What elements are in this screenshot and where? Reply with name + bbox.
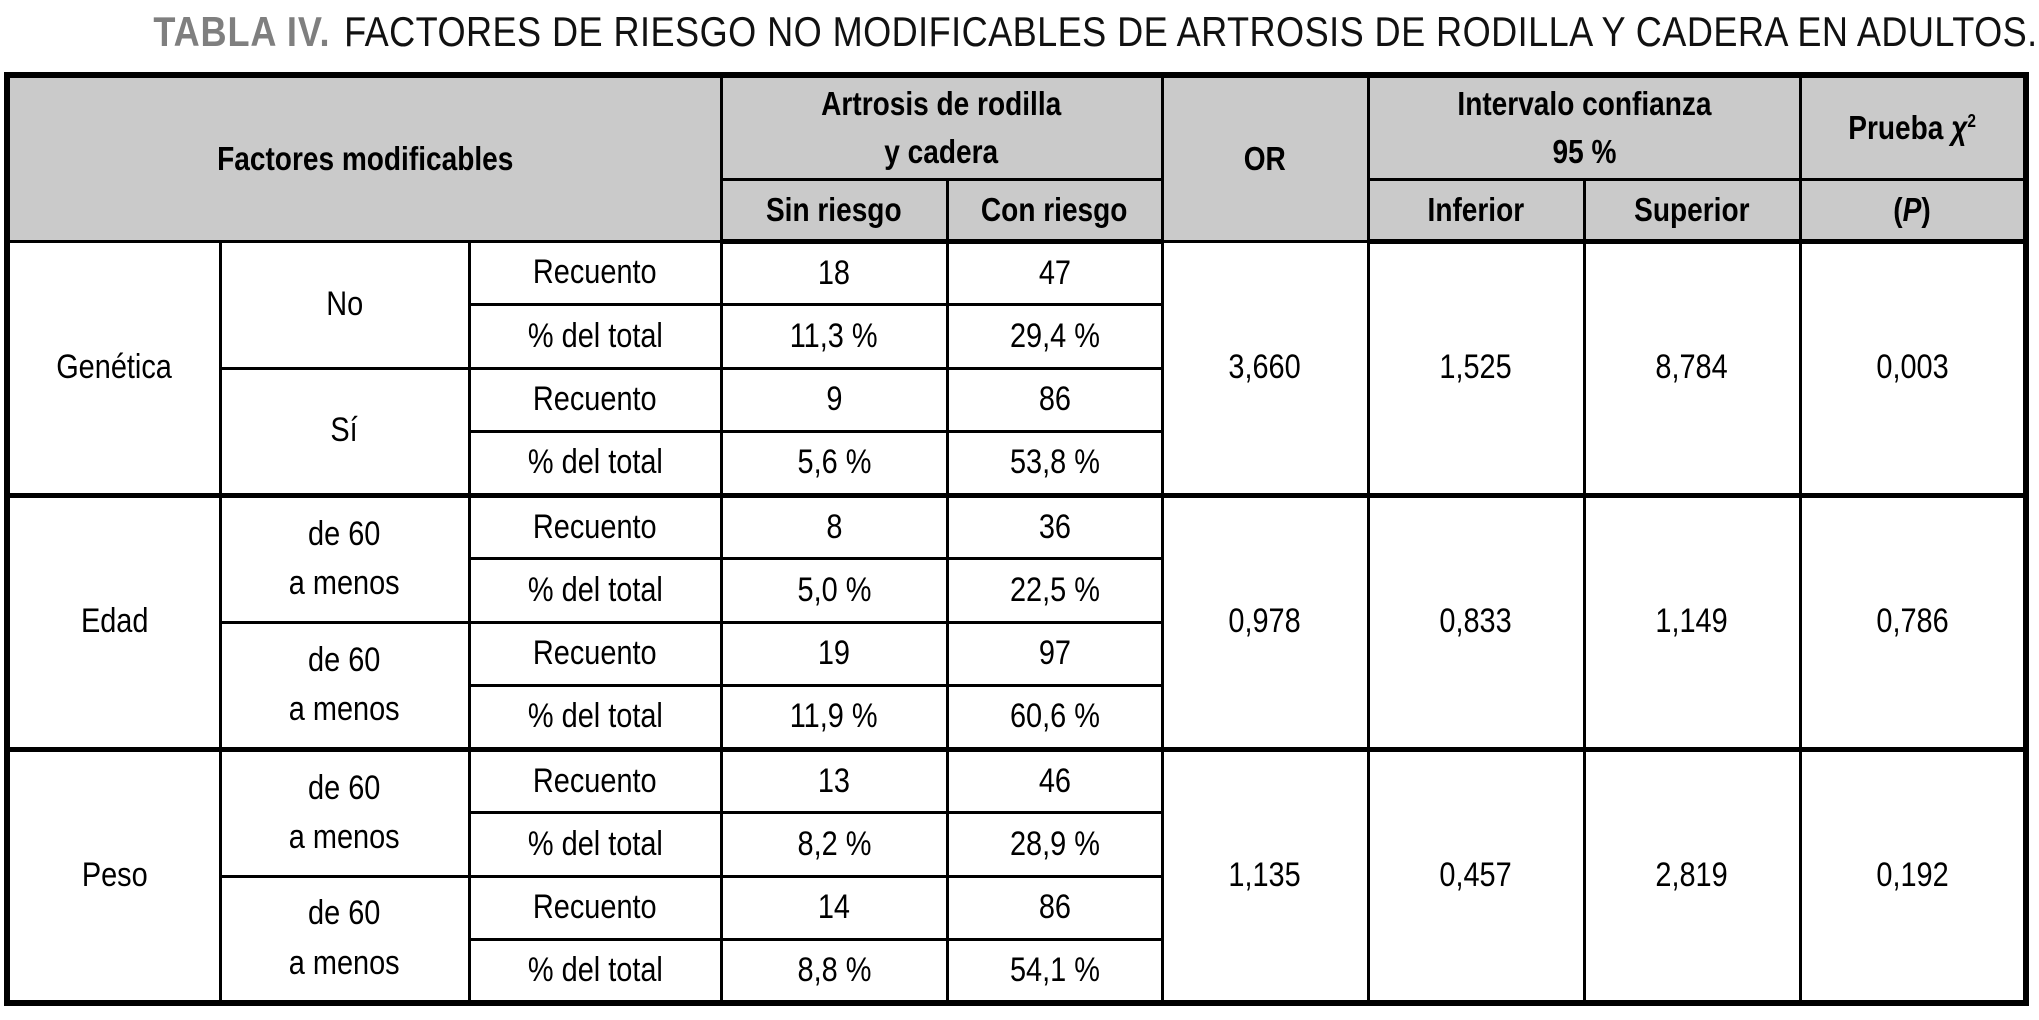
risk-factors-table: Factores modificables Artrosis de rodill… — [4, 72, 2030, 1006]
value-cell: 14 — [719, 874, 949, 941]
prueba-text: Prueba — [1848, 108, 1944, 146]
table-row: % del total 11,9 % 60,6 % — [7, 684, 2026, 751]
header-row-1: Factores modificables Artrosis de rodill… — [5, 73, 2028, 243]
value-cell: 18 — [719, 239, 949, 306]
stat-label-cell: Recuento — [467, 366, 723, 433]
value-cell: 8,2 % — [719, 811, 949, 878]
or-cell: 3,660 — [1160, 239, 1370, 497]
level-cell: Sí — [218, 366, 471, 497]
ci-lower-cell: 0,833 — [1366, 492, 1586, 751]
p-value-cell: 0,003 — [1798, 239, 2028, 497]
header-row-2: Sin riesgo Con riesgo Inferior Superior … — [7, 177, 2028, 244]
chi-exponent: 2 — [1967, 110, 1977, 131]
or-cell: 1,135 — [1160, 746, 1370, 1005]
subheader-inferior: Inferior — [1366, 177, 1586, 244]
header-factores: Factores modificables — [5, 73, 723, 243]
value-cell: 5,0 % — [719, 557, 949, 624]
ci-upper-cell: 2,819 — [1582, 746, 1802, 1005]
subheader-superior: Superior — [1582, 177, 1802, 244]
table-body: Genética No Recuento 18 47 3,660 1,525 8… — [5, 239, 2028, 1005]
stat-label-cell: Recuento — [467, 874, 723, 941]
value-cell: 29,4 % — [945, 303, 1164, 370]
level-cell: de 60 a menos — [218, 746, 471, 878]
value-cell: 36 — [945, 492, 1164, 560]
value-cell: 19 — [719, 620, 949, 687]
table-row: Genética No Recuento 18 47 3,660 1,525 8… — [5, 239, 2028, 497]
p-value-cell: 0,192 — [1798, 746, 2028, 1005]
table-row: de 60 a menos Recuento 14 86 — [7, 874, 2026, 1005]
factor-cell-peso: Peso — [5, 746, 222, 1005]
value-cell: 28,9 % — [945, 811, 1164, 878]
table-row: % del total 8,2 % 28,9 % — [7, 811, 2026, 878]
value-cell: 11,3 % — [719, 303, 949, 370]
header-artrosis: Artrosis de rodilla y cadera — [719, 73, 1164, 181]
table-header: Factores modificables Artrosis de rodill… — [5, 73, 2028, 244]
value-cell: 22,5 % — [945, 557, 1164, 624]
stat-label-cell: Recuento — [467, 746, 723, 814]
level-cell: de 60 a menos — [218, 620, 471, 751]
value-cell: 97 — [945, 620, 1164, 687]
stat-label-cell: % del total — [467, 557, 723, 624]
level-cell: No — [218, 239, 471, 370]
header-or: OR — [1160, 73, 1370, 243]
p-letter: P — [1902, 190, 1922, 228]
stat-label-cell: % del total — [467, 938, 723, 1005]
value-cell: 86 — [945, 874, 1164, 941]
stat-label-cell: Recuento — [467, 492, 723, 560]
ci-upper-cell: 1,149 — [1582, 492, 1802, 751]
header-prueba-chi: Prueba χ2 — [1798, 73, 2028, 181]
table-row: Sí Recuento 9 86 — [7, 366, 2026, 497]
table-row: % del total 5,6 % 53,8 % — [7, 430, 2026, 497]
value-cell: 5,6 % — [719, 430, 949, 497]
header-intervalo-confianza: Intervalo confianza 95 % — [1366, 73, 1802, 181]
stat-label-cell: % del total — [467, 811, 723, 878]
value-cell: 8 — [719, 492, 949, 560]
stat-label-cell: % del total — [467, 303, 723, 370]
table-row: % del total 8,8 % 54,1 % — [7, 938, 2026, 1005]
stat-label-cell: % del total — [467, 684, 723, 751]
value-cell: 54,1 % — [945, 938, 1164, 1005]
ci-upper-cell: 8,784 — [1582, 239, 1802, 497]
stat-label-cell: Recuento — [467, 239, 723, 306]
table-title-text: FACTORES DE RIESGO NO MODIFICABLES DE AR… — [344, 8, 2038, 55]
level-cell: de 60 a menos — [218, 874, 471, 1005]
stat-label-cell: % del total — [467, 430, 723, 497]
value-cell: 46 — [945, 746, 1164, 814]
value-cell: 13 — [719, 746, 949, 814]
value-cell: 53,8 % — [945, 430, 1164, 497]
value-cell: 9 — [719, 366, 949, 433]
or-cell: 0,978 — [1160, 492, 1370, 751]
table-row: % del total 5,0 % 22,5 % — [7, 557, 2026, 624]
ci-lower-cell: 1,525 — [1366, 239, 1586, 497]
table-row: % del total 11,3 % 29,4 % — [7, 303, 2026, 370]
value-cell: 47 — [945, 239, 1164, 306]
table-row: de 60 a menos Recuento 19 97 — [7, 620, 2026, 751]
table-title: TABLA IV. FACTORES DE RIESGO NO MODIFICAB… — [0, 8, 2039, 56]
value-cell: 86 — [945, 366, 1164, 433]
subheader-sin-riesgo: Sin riesgo — [719, 177, 949, 244]
value-cell: 11,9 % — [719, 684, 949, 751]
table-row: Edad de 60 a menos Recuento 8 36 0,978 0… — [5, 492, 2028, 751]
chi-symbol: χ — [1951, 108, 1968, 146]
subheader-p: (P) — [1798, 177, 2028, 244]
value-cell: 60,6 % — [945, 684, 1164, 751]
ci-lower-cell: 0,457 — [1366, 746, 1586, 1005]
subheader-con-riesgo: Con riesgo — [945, 177, 1164, 244]
p-value-cell: 0,786 — [1798, 492, 2028, 751]
factor-cell-genetica: Genética — [5, 239, 222, 497]
stat-label-cell: Recuento — [467, 620, 723, 687]
table-row: Peso de 60 a menos Recuento 13 46 1,135 … — [5, 746, 2028, 1005]
factor-cell-edad: Edad — [5, 492, 222, 751]
table-number-label: TABLA IV. — [153, 8, 331, 55]
level-cell: de 60 a menos — [218, 492, 471, 624]
value-cell: 8,8 % — [719, 938, 949, 1005]
